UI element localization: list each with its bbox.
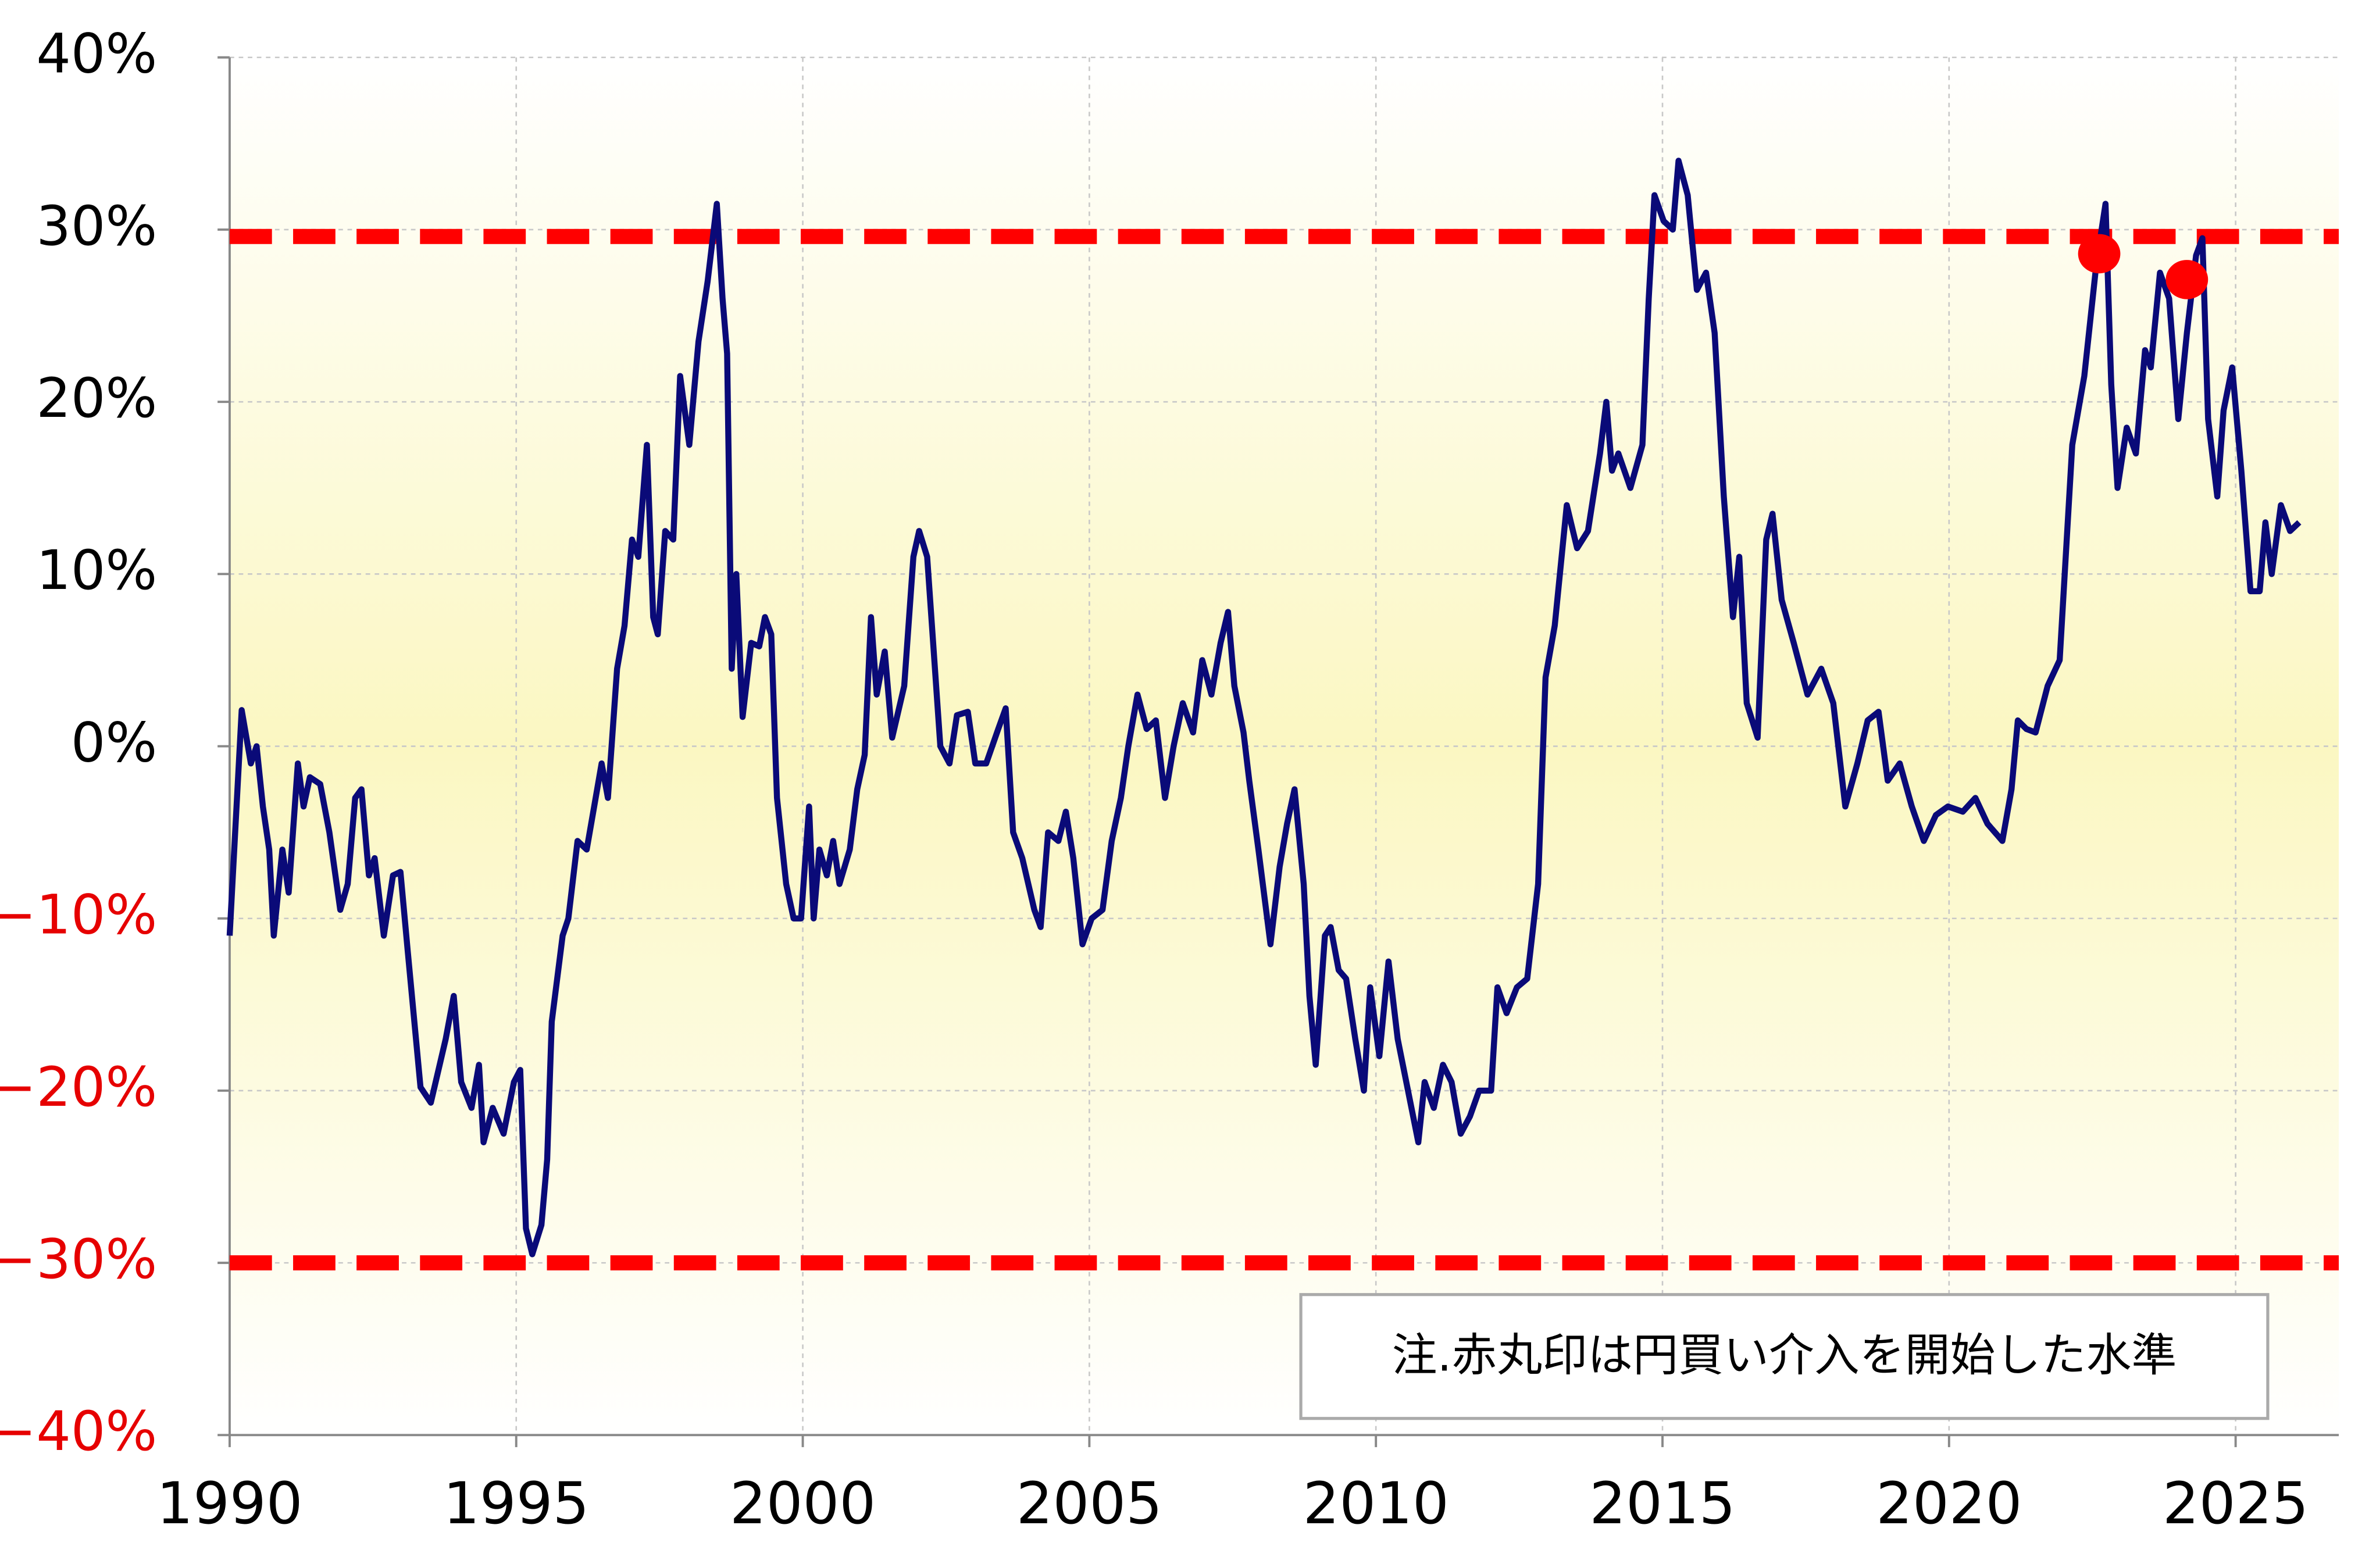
y-tick-label: 20%: [36, 367, 157, 430]
marker: [2165, 260, 2209, 299]
x-tick-label: 2020: [1876, 1470, 2022, 1537]
y-tick-label: −20%: [0, 1056, 157, 1119]
x-tick-label: 1990: [156, 1470, 302, 1537]
x-tick-label: 1995: [443, 1470, 589, 1537]
x-tick-label: 2010: [1303, 1470, 1449, 1537]
y-tick-label: 40%: [36, 23, 157, 86]
y-tick-label: −10%: [0, 884, 157, 947]
y-tick-label: 30%: [36, 195, 157, 258]
y-tick-label: 0%: [71, 711, 157, 774]
x-tick-label: 2000: [730, 1470, 876, 1537]
line: [226, 158, 2302, 1258]
annotation: 注.赤丸印は円買い介入を開始した水準: [1392, 1329, 2177, 1381]
y-tick-label: 10%: [36, 539, 157, 602]
y-tick-label: −40%: [0, 1400, 157, 1463]
x-tick-label: 2015: [1589, 1470, 1735, 1537]
x-tick-label: 2005: [1016, 1470, 1162, 1537]
marker: [2078, 234, 2121, 274]
annotation-box: [1299, 1293, 2270, 1420]
x-tick-label: 2025: [2163, 1470, 2309, 1537]
y-tick-label: −30%: [0, 1228, 157, 1291]
